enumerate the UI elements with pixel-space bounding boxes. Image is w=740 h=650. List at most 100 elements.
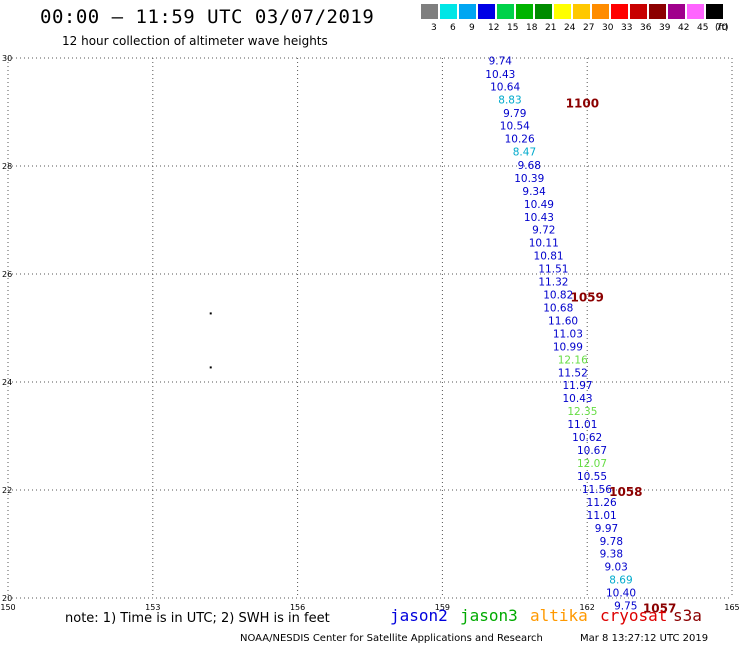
wave-height-value: 11.51: [538, 264, 568, 276]
scale-swatch: [535, 4, 552, 19]
wave-height-value: 10.49: [524, 199, 554, 211]
wave-height-value: 11.01: [567, 419, 597, 431]
pass-time-label: 1057: [643, 602, 676, 616]
wave-height-value: 10.39: [514, 173, 544, 185]
scale-swatch: [497, 4, 514, 19]
wave-height-value: 9.72: [532, 225, 555, 237]
wave-height-value: 11.56: [582, 484, 612, 496]
scale-swatch: [611, 4, 628, 19]
wave-height-value: 10.43: [485, 69, 515, 81]
wave-height-value: 10.43: [524, 212, 554, 224]
map-subtitle: 12 hour collection of altimeter wave hei…: [62, 34, 328, 48]
wave-height-value: 10.54: [500, 121, 530, 133]
scale-label: 21: [545, 23, 557, 33]
scale-label: 3: [431, 23, 437, 33]
island-marker: [209, 366, 212, 369]
generation-timestamp: Mar 8 13:27:12 UTC 2019: [580, 633, 709, 644]
pass-time-label: 1059: [570, 291, 603, 305]
lat-tick-label: 28: [2, 162, 12, 171]
wave-height-value: 10.81: [534, 251, 564, 263]
scale-label: 27: [583, 23, 595, 33]
legend-cryosat: cryosat: [600, 606, 668, 625]
scale-label: 42: [678, 23, 690, 33]
wave-height-value: 9.03: [604, 562, 627, 574]
wave-height-value: 11.32: [538, 277, 568, 289]
scale-label: 36: [640, 23, 652, 33]
lat-tick-label: 20: [2, 594, 12, 603]
legend-jason2: jason2: [390, 606, 448, 625]
scale-label: 9: [469, 23, 475, 33]
scale-swatch: [649, 4, 666, 19]
wave-height-value: 11.60: [548, 315, 578, 327]
wave-height-value: 10.67: [577, 445, 607, 457]
lat-tick-label: 26: [2, 270, 12, 279]
scale-swatch: [630, 4, 647, 19]
wave-height-value: 11.26: [587, 497, 617, 509]
wave-height-value: 9.97: [595, 523, 618, 535]
wave-height-value: 11.01: [587, 510, 617, 522]
scale-swatch: [554, 4, 571, 19]
scale-label: 24: [564, 23, 576, 33]
scale-label: 30: [602, 23, 614, 33]
lat-tick-label: 30: [2, 54, 12, 63]
wave-height-value: 9.74: [489, 56, 513, 68]
wave-height-value: 9.68: [518, 160, 541, 172]
lon-tick-label: 162: [580, 603, 595, 612]
scale-swatch: [592, 4, 609, 19]
wave-height-value: 9.38: [600, 549, 623, 561]
scale-swatch: [459, 4, 476, 19]
wave-height-value: 10.99: [553, 341, 583, 353]
credit-line: NOAA/NESDIS Center for Satellite Applica…: [240, 633, 543, 644]
wave-height-value: 11.03: [553, 328, 583, 340]
wave-height-value: 10.43: [563, 393, 593, 405]
lon-tick-label: 150: [0, 603, 15, 612]
legend-jason3: jason3: [460, 606, 518, 625]
scale-swatch: [668, 4, 685, 19]
legend-s3a: s3a: [673, 606, 702, 625]
wave-height-value: 10.82: [543, 290, 573, 302]
wave-height-value: 12.07: [577, 458, 607, 470]
scale-unit-label: (ft): [715, 23, 729, 33]
wave-height-value: 9.75: [614, 601, 637, 613]
scale-label: 12: [488, 23, 500, 33]
scale-label: 45: [697, 23, 709, 33]
wave-height-value: 12.35: [567, 406, 597, 418]
wave-height-value: 10.64: [490, 82, 520, 94]
lat-tick-label: 24: [2, 378, 12, 387]
scale-label: 39: [659, 23, 671, 33]
wave-height-value: 8.47: [513, 146, 536, 158]
scale-swatch: [516, 4, 533, 19]
pass-time-label: 1058: [609, 485, 642, 499]
wave-height-value: 11.52: [558, 367, 588, 379]
wave-height-value: 8.83: [498, 95, 521, 107]
scale-swatch: [421, 4, 438, 19]
footer-note: note: 1) Time is in UTC; 2) SWH is in fe…: [65, 611, 330, 626]
island-marker: [209, 312, 212, 315]
wave-height-value: 10.62: [572, 432, 602, 444]
wave-height-value: 10.11: [529, 238, 559, 250]
lon-tick-label: 165: [724, 603, 739, 612]
wave-height-value: 10.68: [543, 302, 573, 314]
wave-height-value: 9.78: [600, 536, 623, 548]
wave-height-value: 10.40: [606, 588, 636, 600]
scale-label: 15: [507, 23, 519, 33]
legend-altika: altika: [530, 606, 588, 625]
lat-tick-label: 22: [2, 486, 12, 495]
scale-label: 18: [526, 23, 538, 33]
wave-height-value: 10.55: [577, 471, 607, 483]
scale-swatch: [573, 4, 590, 19]
pass-time-label: 1100: [566, 96, 599, 110]
lon-tick-label: 156: [290, 603, 305, 612]
wave-height-value: 9.34: [522, 186, 546, 198]
wave-height-value: 12.16: [558, 354, 588, 366]
scale-swatch: [706, 4, 723, 19]
scale-label: 70: [716, 23, 728, 33]
scale-label: 33: [621, 23, 633, 33]
wave-height-value: 8.69: [609, 575, 632, 587]
wave-height-value: 10.26: [505, 133, 535, 145]
scale-swatch: [687, 4, 704, 19]
wave-height-value: 11.97: [563, 380, 593, 392]
scale-swatch: [440, 4, 457, 19]
scale-label: 6: [450, 23, 456, 33]
